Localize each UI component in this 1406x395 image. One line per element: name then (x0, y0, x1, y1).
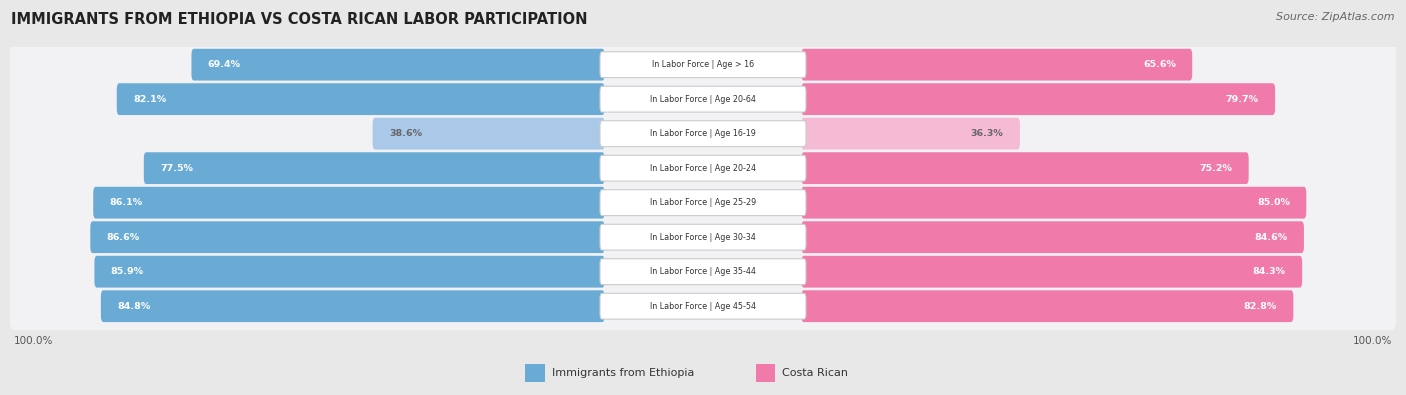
FancyBboxPatch shape (600, 259, 806, 285)
FancyBboxPatch shape (801, 152, 1249, 184)
Text: 85.0%: 85.0% (1257, 198, 1289, 207)
Text: 77.5%: 77.5% (160, 164, 193, 173)
FancyBboxPatch shape (10, 248, 1396, 295)
FancyBboxPatch shape (143, 152, 605, 184)
Text: In Labor Force | Age 30-34: In Labor Force | Age 30-34 (650, 233, 756, 242)
Text: Immigrants from Ethiopia: Immigrants from Ethiopia (551, 368, 695, 378)
FancyBboxPatch shape (801, 290, 1294, 322)
Text: 36.3%: 36.3% (970, 129, 1004, 138)
FancyBboxPatch shape (600, 86, 806, 112)
FancyBboxPatch shape (10, 282, 1396, 330)
Text: 100.0%: 100.0% (14, 337, 53, 346)
Text: Source: ZipAtlas.com: Source: ZipAtlas.com (1277, 12, 1395, 22)
Text: 69.4%: 69.4% (208, 60, 240, 69)
Text: 38.6%: 38.6% (389, 129, 422, 138)
Text: 84.8%: 84.8% (117, 302, 150, 311)
FancyBboxPatch shape (801, 118, 1019, 150)
Text: In Labor Force | Age 45-54: In Labor Force | Age 45-54 (650, 302, 756, 311)
FancyBboxPatch shape (801, 187, 1306, 218)
FancyBboxPatch shape (600, 155, 806, 181)
Text: In Labor Force | Age 20-64: In Labor Force | Age 20-64 (650, 95, 756, 103)
Text: 82.1%: 82.1% (134, 95, 166, 103)
Text: In Labor Force | Age 16-19: In Labor Force | Age 16-19 (650, 129, 756, 138)
Text: 85.9%: 85.9% (111, 267, 143, 276)
FancyBboxPatch shape (90, 221, 605, 253)
Text: 84.6%: 84.6% (1254, 233, 1288, 242)
FancyBboxPatch shape (600, 224, 806, 250)
FancyBboxPatch shape (10, 110, 1396, 158)
FancyBboxPatch shape (191, 49, 605, 81)
Text: In Labor Force | Age 20-24: In Labor Force | Age 20-24 (650, 164, 756, 173)
Text: 100.0%: 100.0% (1353, 337, 1392, 346)
FancyBboxPatch shape (93, 187, 605, 218)
FancyBboxPatch shape (600, 190, 806, 216)
Text: 79.7%: 79.7% (1226, 95, 1258, 103)
FancyBboxPatch shape (94, 256, 605, 288)
Text: 65.6%: 65.6% (1143, 60, 1175, 69)
Text: Costa Rican: Costa Rican (782, 368, 848, 378)
FancyBboxPatch shape (10, 213, 1396, 261)
FancyBboxPatch shape (801, 221, 1303, 253)
FancyBboxPatch shape (801, 83, 1275, 115)
FancyBboxPatch shape (600, 52, 806, 77)
FancyBboxPatch shape (10, 75, 1396, 123)
Text: 86.1%: 86.1% (110, 198, 143, 207)
FancyBboxPatch shape (10, 179, 1396, 226)
FancyBboxPatch shape (801, 49, 1192, 81)
FancyBboxPatch shape (10, 41, 1396, 88)
Text: 75.2%: 75.2% (1199, 164, 1232, 173)
FancyBboxPatch shape (600, 293, 806, 319)
Text: 86.6%: 86.6% (107, 233, 139, 242)
FancyBboxPatch shape (373, 118, 605, 150)
FancyBboxPatch shape (101, 290, 605, 322)
Text: In Labor Force | Age 35-44: In Labor Force | Age 35-44 (650, 267, 756, 276)
FancyBboxPatch shape (10, 144, 1396, 192)
FancyBboxPatch shape (600, 121, 806, 147)
Text: IMMIGRANTS FROM ETHIOPIA VS COSTA RICAN LABOR PARTICIPATION: IMMIGRANTS FROM ETHIOPIA VS COSTA RICAN … (11, 12, 588, 27)
Text: In Labor Force | Age > 16: In Labor Force | Age > 16 (652, 60, 754, 69)
FancyBboxPatch shape (801, 256, 1302, 288)
Text: 82.8%: 82.8% (1244, 302, 1277, 311)
Text: 84.3%: 84.3% (1253, 267, 1285, 276)
Text: In Labor Force | Age 25-29: In Labor Force | Age 25-29 (650, 198, 756, 207)
FancyBboxPatch shape (117, 83, 605, 115)
